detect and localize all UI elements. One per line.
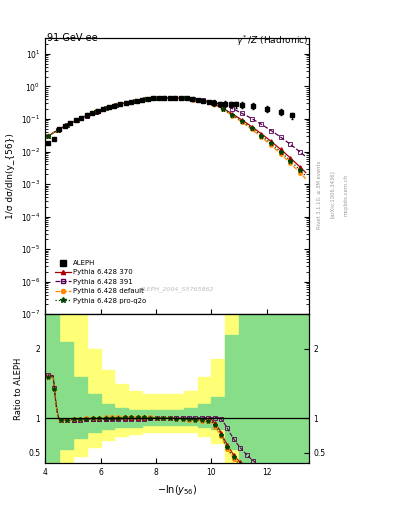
Legend: ALEPH, Pythia 6.428 370, Pythia 6.428 391, Pythia 6.428 default, Pythia 6.428 pr: ALEPH, Pythia 6.428 370, Pythia 6.428 39…	[54, 259, 148, 305]
Y-axis label: Ratio to ALEPH: Ratio to ALEPH	[14, 357, 23, 420]
X-axis label: $-\ln(y_{56})$: $-\ln(y_{56})$	[156, 483, 197, 497]
Text: mcplots.cern.ch: mcplots.cern.ch	[344, 174, 349, 216]
Text: [arXiv:1306.3436]: [arXiv:1306.3436]	[330, 170, 335, 219]
Text: Rivet 3.1.10, ≥ 3M events: Rivet 3.1.10, ≥ 3M events	[316, 160, 321, 229]
Text: 91 GeV ee: 91 GeV ee	[47, 33, 98, 44]
Text: ALEPH_2004_S5765862: ALEPH_2004_S5765862	[140, 287, 214, 292]
Y-axis label: 1/σ dσ/dln(y_{56}): 1/σ dσ/dln(y_{56})	[6, 134, 15, 219]
Text: $\gamma^*/Z$ (Hadronic): $\gamma^*/Z$ (Hadronic)	[236, 33, 309, 48]
